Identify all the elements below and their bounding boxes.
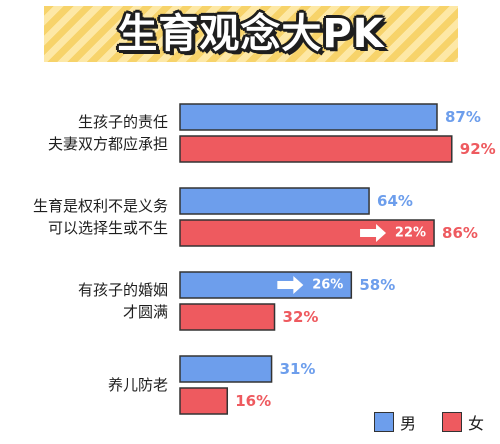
inner-annotation-label: 26% bbox=[312, 278, 343, 293]
arrow-right-icon bbox=[360, 224, 387, 242]
category-label: 生育是权利不是义务 bbox=[33, 197, 168, 215]
inner-annotation-label: 22% bbox=[395, 226, 426, 241]
value-label-male: 31% bbox=[280, 360, 316, 378]
bar-female bbox=[179, 303, 276, 331]
value-label-female: 32% bbox=[283, 308, 319, 326]
category-label: 夫妻双方都应承担 bbox=[48, 135, 168, 153]
bar-male bbox=[179, 271, 353, 299]
category-label: 养儿防老 bbox=[108, 376, 168, 394]
arrow-right-icon bbox=[277, 276, 304, 294]
bar-male bbox=[179, 103, 438, 131]
value-label-male: 87% bbox=[445, 108, 481, 126]
value-label-female: 92% bbox=[460, 140, 496, 158]
category-label: 生孩子的责任 bbox=[78, 113, 168, 131]
bar-male bbox=[179, 355, 273, 383]
chart-title: 生育观念大PK bbox=[117, 11, 385, 57]
title-banner bbox=[44, 6, 458, 62]
value-label-male: 64% bbox=[377, 192, 413, 210]
category-label: 可以选择生或不生 bbox=[48, 219, 168, 237]
category-label: 有孩子的婚姻 bbox=[78, 281, 168, 299]
bar-male bbox=[179, 187, 370, 215]
legend-swatch-male bbox=[374, 412, 394, 432]
bar-female bbox=[179, 219, 435, 247]
legend-item-male: 男 bbox=[374, 410, 416, 434]
legend: 男 女 bbox=[374, 410, 484, 434]
category-label: 才圆满 bbox=[123, 303, 168, 321]
legend-swatch-female bbox=[442, 412, 463, 432]
value-label-female: 86% bbox=[442, 224, 478, 242]
value-label-female: 16% bbox=[235, 392, 271, 410]
bar-female bbox=[179, 135, 453, 163]
bar-female bbox=[179, 387, 229, 415]
legend-item-female: 女 bbox=[442, 410, 484, 434]
value-label-male: 58% bbox=[359, 276, 395, 294]
legend-label-female: 女 bbox=[468, 414, 485, 433]
legend-label-male: 男 bbox=[400, 414, 417, 433]
